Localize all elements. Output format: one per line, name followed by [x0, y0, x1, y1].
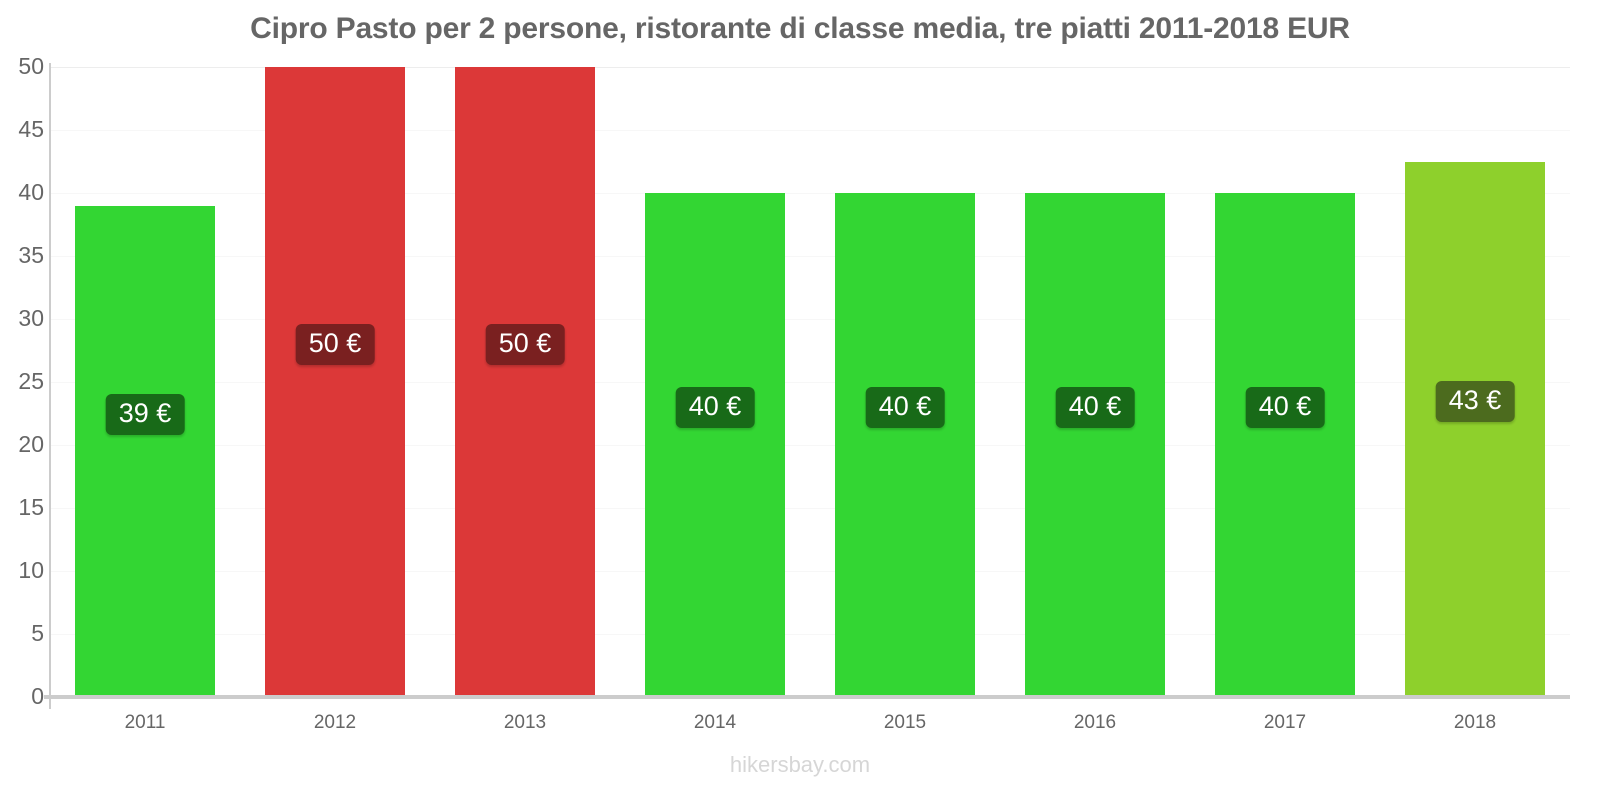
x-tick-label-2013: 2013: [503, 712, 547, 733]
y-tick-label: 15: [18, 494, 44, 520]
bar-rect: [265, 67, 405, 697]
bar-value-label: 39 €: [105, 393, 185, 435]
y-tick-label: 50: [18, 53, 44, 79]
x-tick-label-2018: 2018: [1453, 712, 1497, 733]
bar-value-label: 43 €: [1435, 380, 1515, 422]
y-axis-line: [49, 63, 51, 709]
bar-rect: [455, 67, 595, 697]
y-tick-label: 30: [18, 305, 44, 331]
y-tick-label: 40: [18, 179, 44, 205]
y-tick-label: 35: [18, 242, 44, 268]
bar-2018[interactable]: 43 €: [1405, 161, 1545, 697]
y-tick-label: 25: [18, 368, 44, 394]
bar-2012[interactable]: 50 €: [265, 67, 405, 697]
x-tick-label-2014: 2014: [693, 712, 737, 733]
gridline: [50, 382, 1570, 383]
bar-value-label: 40 €: [1245, 387, 1325, 429]
bar-2016[interactable]: 40 €: [1025, 193, 1165, 697]
bar-rect: [835, 193, 975, 697]
y-tick-label: 20: [18, 431, 44, 457]
bar-rect: [1025, 193, 1165, 697]
bar-value-label: 50 €: [295, 324, 375, 366]
y-tick-label: 45: [18, 116, 44, 142]
bar-rect: [75, 205, 215, 697]
gridline: [50, 508, 1570, 509]
x-axis-baseline: [44, 695, 1570, 699]
bar-value-label: 50 €: [485, 324, 565, 366]
gridline: [50, 571, 1570, 572]
gridline: [50, 130, 1570, 131]
gridline: [50, 67, 1570, 68]
x-tick-label-2015: 2015: [883, 712, 927, 733]
bar-value-label: 40 €: [865, 387, 945, 429]
plot-area: 39 € 50 € 50 € 40 € 40 € 40 € 40 € 43 €: [50, 67, 1570, 697]
gridline: [50, 193, 1570, 194]
bar-2014[interactable]: 40 €: [645, 193, 785, 697]
bar-value-label: 40 €: [1055, 387, 1135, 429]
bar-2017[interactable]: 40 €: [1215, 193, 1355, 697]
footer-credit: hikersbay.com: [729, 752, 871, 777]
y-tick-label: 10: [18, 557, 44, 583]
x-tick-label-2016: 2016: [1073, 712, 1117, 733]
gridline: [50, 319, 1570, 320]
gridline: [50, 256, 1570, 257]
y-tick-label: 5: [31, 620, 44, 646]
x-tick-label-2017: 2017: [1263, 712, 1307, 733]
bar-rect: [1405, 161, 1545, 697]
bar-2013[interactable]: 50 €: [455, 67, 595, 697]
gridline: [50, 634, 1570, 635]
bar-value-label: 40 €: [675, 387, 755, 429]
bar-rect: [645, 193, 785, 697]
x-tick-label-2012: 2012: [313, 712, 357, 733]
gridline: [50, 445, 1570, 446]
bar-2015[interactable]: 40 €: [835, 193, 975, 697]
bar-2011[interactable]: 39 €: [75, 205, 215, 697]
bar-rect: [1215, 193, 1355, 697]
y-tick-label: 0: [31, 683, 44, 709]
chart-title: Cipro Pasto per 2 persone, ristorante di…: [250, 12, 1350, 45]
x-tick-label-2011: 2011: [124, 712, 166, 733]
